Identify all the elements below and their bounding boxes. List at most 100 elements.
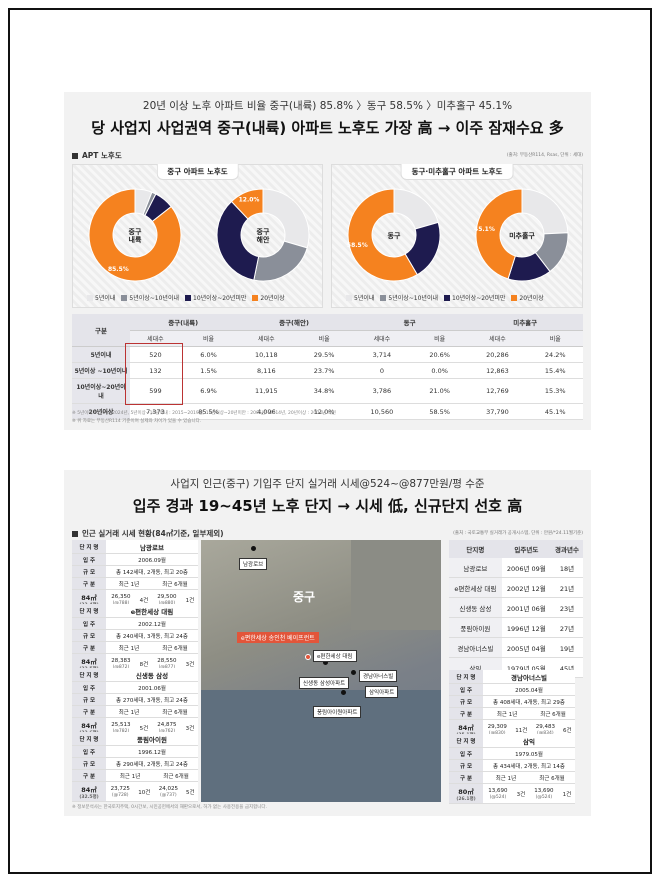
- card-key: 단 지 명: [72, 732, 106, 746]
- pie-slice: [393, 188, 439, 230]
- card-key: 단 지 명: [72, 604, 106, 618]
- card-key: 최근 6개월: [528, 771, 575, 784]
- chart-box-donggu-title: 동구·미추홀구 아파트 노후도: [400, 164, 514, 180]
- card-price: 24,025 (@737): [154, 781, 183, 802]
- card-key: 최근 6개월: [151, 705, 198, 718]
- table-cell: e편한세상 대림: [449, 577, 502, 598]
- card-count: 5건: [182, 781, 198, 802]
- card-subtext: 84㎡: [81, 785, 97, 794]
- sub-header: 세대수: [236, 330, 297, 347]
- card-key: 최근 6개월: [531, 707, 575, 720]
- pie-slice: [88, 188, 182, 282]
- legend-swatch: [444, 294, 450, 301]
- section1-headline: 당 사업지 사업권역 중구(내륙) 아파트 노후도 가장 高 → 이주 잠재수요…: [91, 119, 564, 137]
- table-cell: 520: [130, 346, 181, 363]
- card-key: 구 분: [72, 769, 106, 782]
- card-subtext: 84㎡: [81, 721, 97, 730]
- card-price: 13,690 (@524): [528, 783, 559, 804]
- legend-item: 5년이상~10년이내: [121, 293, 179, 302]
- card-name: 신생동 삼성: [106, 668, 198, 682]
- card-move: 2005.04월: [483, 683, 575, 696]
- legend-item: 10년이상~20년미만: [444, 293, 505, 302]
- table-cell: 599: [130, 378, 181, 404]
- highlight-box: [125, 343, 183, 405]
- sub-header: 비율: [411, 330, 468, 347]
- table-row: 10년이상~20년이내 599 6.9% 11,915 34.8% 3,786 21.0% 1…: [72, 378, 583, 404]
- card-scale: 총 240세대, 3개동, 최고 24층: [106, 629, 198, 642]
- table-cell: 7,373: [130, 403, 181, 420]
- sub-header: 비율: [527, 330, 583, 347]
- legend-item: 20년이상: [511, 293, 544, 302]
- table-cell: 풍림아이원: [449, 617, 502, 638]
- section1-note1: ※ 5년이내 : 2020~2024년, 5년이상~10년이내 : 2015~2…: [72, 411, 336, 416]
- chart-box-junggu: 중구 아파트 노후도 중구 내륙 85.5% 중구 해안 12.0% 5년이내 5년이상…: [72, 164, 323, 308]
- map-land: [351, 540, 441, 630]
- card-subtext: (@737): [160, 792, 177, 798]
- section2-label: 인근 실거래 시세 현황(84㎡기준, 일부제외): [72, 528, 224, 539]
- legend-item: 10년이상~20년미만: [185, 293, 246, 302]
- table-cell: 0.0%: [411, 362, 468, 379]
- section1-subtitle: 20년 이상 노후 아파트 비율 중구(내륙) 85.8% 〉동구 58.5% …: [142, 100, 513, 112]
- pie-slice: [347, 188, 418, 282]
- pie-center-label: 중구 해안: [257, 228, 270, 244]
- card-subtext: (32.5평): [79, 794, 99, 800]
- card-key: 구 분: [449, 707, 483, 720]
- card-subtext: 84㎡: [81, 593, 97, 602]
- card-key: 최근 6개월: [151, 641, 198, 654]
- table-cell: 10,118: [236, 346, 297, 363]
- legend-swatch: [185, 294, 191, 301]
- table-cell: 132: [130, 362, 181, 379]
- map-label: 신생동 삼성아파트: [299, 677, 350, 689]
- table-cell: 0: [351, 362, 412, 379]
- section2-subtitle: 사업지 인근(중구) 기입주 단지 실거래 시세@524~@877만원/평 수준: [170, 478, 485, 490]
- legend-swatch: [87, 294, 93, 301]
- card-key: 규 모: [449, 759, 483, 772]
- table-cell: 남광로브: [449, 558, 502, 578]
- map-dot: [341, 690, 346, 695]
- card-subtext: 84㎡: [458, 723, 474, 732]
- card-key: 구 분: [72, 641, 106, 654]
- card-key: 구 분: [72, 577, 106, 590]
- card-key: 최근 6개월: [154, 769, 198, 782]
- pie-center-label: 중구 내륙: [129, 228, 142, 244]
- table-cell: 3,786: [351, 378, 412, 404]
- table-cell: 12,863: [467, 362, 528, 379]
- table-cell: 2005년 04월: [501, 637, 551, 658]
- card-name: 경남아너스빌: [483, 670, 575, 684]
- table-cell: 45.1%: [527, 403, 583, 420]
- sub-header: 비율: [296, 330, 352, 347]
- map-label: 풍림아이원아파트: [313, 706, 362, 718]
- card-key: 단 지 명: [72, 540, 106, 554]
- card-area: 84㎡(32.5평): [72, 781, 106, 802]
- card-subtext: 80㎡: [458, 787, 474, 796]
- card-key: 단 지 명: [72, 668, 106, 682]
- card-subtext: (@830): [488, 730, 506, 736]
- card-subtext: (@880): [158, 600, 176, 606]
- sub-header: 세대수: [130, 330, 181, 347]
- table-cell: 15.3%: [527, 378, 583, 404]
- card-key: 입 주: [72, 553, 106, 566]
- card-count: 10건: [134, 781, 155, 802]
- card-key: 구 분: [72, 705, 106, 718]
- row-header: 20년이상: [72, 403, 130, 420]
- card-key: 입 주: [449, 683, 483, 696]
- table-cell: 20,286: [467, 346, 528, 363]
- table-cell: 신생동 삼성: [449, 597, 502, 618]
- legend-swatch: [346, 294, 352, 301]
- table-cell: 1996년 12월: [501, 617, 551, 638]
- section2-source: (출처 : 국토교통부 실거래가 공개시스템, 단위 : 만원/*24.11월기…: [453, 531, 583, 536]
- section2-headline: 입주 경과 19~45년 노후 단지 → 시세 低, 신규단지 선호 高: [132, 497, 523, 515]
- table-cell: 23년: [550, 597, 583, 618]
- legend-item: 5년이내: [346, 293, 374, 302]
- section2-label-text: 인근 실거래 시세 현황(84㎡기준, 일부제외): [82, 529, 224, 538]
- card-move: 1979.05월: [483, 747, 575, 760]
- group-header: 중구(내륙): [130, 314, 237, 331]
- age-table-header: 경과년수: [550, 540, 583, 558]
- group-header: 중구(해안): [236, 314, 352, 331]
- pie-slice: [262, 188, 310, 249]
- pie-junggu-coast: 중구 해안 12.0%: [216, 188, 310, 282]
- card-key: 최근 1년: [106, 705, 152, 718]
- legend-swatch: [511, 294, 518, 301]
- card-key: 규 모: [72, 693, 106, 706]
